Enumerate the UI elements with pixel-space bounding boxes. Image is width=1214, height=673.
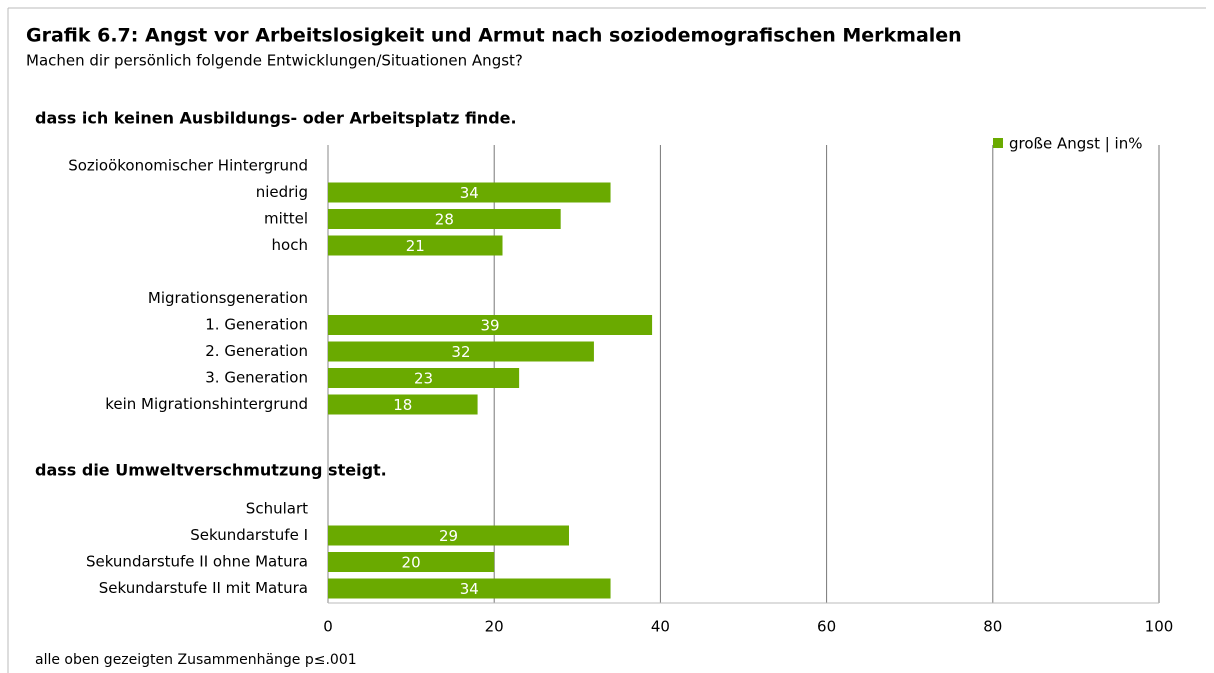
x-tick-label: 40 [651, 618, 670, 636]
value-label: 28 [435, 211, 454, 229]
category-label: hoch [272, 236, 308, 254]
value-label: 34 [460, 184, 479, 202]
category-label: Sozioökonomischer Hintergrund [68, 157, 308, 175]
value-label: 34 [460, 580, 479, 598]
value-label: 32 [451, 343, 470, 361]
x-tick-label: 100 [1145, 618, 1174, 636]
x-tick-label: 0 [323, 618, 333, 636]
bar [328, 368, 520, 388]
footnote: alle oben gezeigten Zusammenhänge p≤.001 [35, 652, 357, 668]
bar [328, 525, 569, 546]
x-tick-label: 80 [983, 618, 1002, 636]
category-label: Sekundarstufe I [190, 526, 308, 544]
category-label: Sekundarstufe II ohne Matura [86, 553, 308, 571]
legend-label: große Angst | in% [1009, 135, 1142, 153]
value-label: 18 [393, 396, 412, 414]
value-label: 21 [406, 237, 425, 255]
bar [328, 315, 653, 335]
bar [328, 578, 611, 599]
category-label: niedrig [256, 183, 308, 201]
category-label: 2. Generation [205, 342, 308, 360]
value-label: 29 [439, 527, 458, 545]
category-label: kein Migrationshintergrund [105, 395, 308, 413]
category-label: Sekundarstufe II mit Matura [99, 579, 308, 597]
category-label: 1. Generation [205, 316, 308, 334]
legend-swatch [993, 138, 1003, 148]
category-label: Schulart [246, 500, 308, 518]
bar [328, 235, 503, 256]
value-label: 20 [402, 554, 421, 572]
category-label: Migrationsgeneration [148, 289, 308, 307]
bar [328, 341, 594, 362]
bar [328, 209, 561, 229]
section-title: dass ich keinen Ausbildungs- oder Arbeit… [35, 109, 517, 128]
x-tick-label: 20 [485, 618, 504, 636]
bar [328, 394, 478, 415]
chart-subtitle: Machen dir persönlich folgende Entwicklu… [26, 52, 523, 70]
value-label: 23 [414, 370, 433, 388]
chart-title: Grafik 6.7: Angst vor Arbeitslosigkeit u… [26, 25, 962, 47]
bar [328, 182, 611, 203]
x-tick-label: 60 [817, 618, 836, 636]
category-label: 3. Generation [205, 369, 308, 387]
section-title: dass die Umweltverschmutzung steigt. [35, 461, 387, 480]
value-label: 39 [480, 317, 499, 335]
bar [328, 552, 495, 572]
category-label: mittel [264, 210, 308, 228]
